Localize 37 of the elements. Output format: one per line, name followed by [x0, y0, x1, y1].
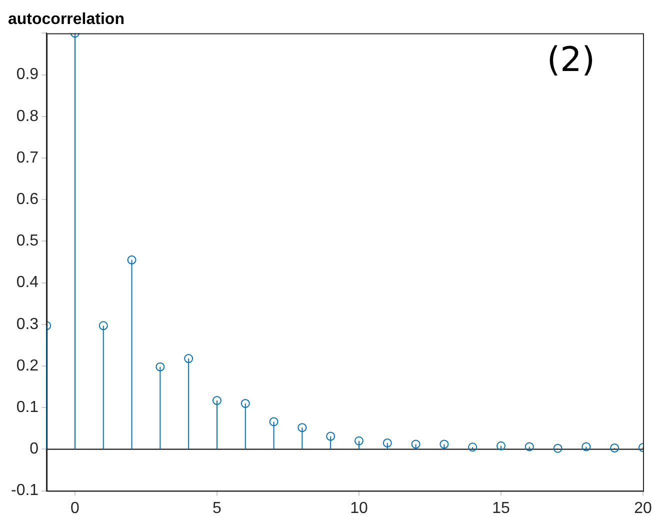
y-tick-label: -0.1: [10, 482, 39, 500]
point: [411, 440, 420, 449]
point: [582, 442, 591, 452]
x-tick-label: 15: [492, 500, 510, 517]
point: [298, 423, 307, 432]
x-tick-label: 20: [634, 500, 652, 517]
point: [553, 444, 562, 453]
point: [184, 354, 194, 364]
y-tick-label: 0.6: [16, 191, 39, 208]
point: [524, 442, 534, 452]
y-tick-label: 0.5: [16, 232, 39, 250]
point: [382, 438, 392, 448]
y-tick-label: 0.8: [16, 108, 39, 125]
point: [354, 436, 364, 446]
point: [127, 255, 136, 264]
x-tick-label: 5: [212, 500, 222, 517]
y-tick-label: 0.1: [16, 399, 39, 416]
chart-title: autocorrelation: [8, 11, 124, 28]
y-tick-label: 0.9: [16, 66, 39, 84]
point: [98, 321, 108, 330]
point: [496, 441, 506, 450]
point: [468, 442, 478, 452]
point: [440, 440, 449, 449]
point: [326, 432, 336, 441]
y-tick-label: 0.3: [16, 316, 39, 333]
point: [240, 398, 250, 408]
point: [269, 417, 278, 426]
y-tick-label: 0.7: [16, 149, 39, 166]
point: [610, 443, 620, 452]
point: [156, 362, 165, 372]
y-tick-label: 0: [30, 440, 39, 458]
x-tick-label: 10: [350, 500, 368, 517]
annotation: (2): [546, 40, 595, 80]
point: [212, 396, 222, 406]
y-tick-label: 0.4: [16, 274, 39, 292]
x-tick-label: 0: [70, 500, 80, 517]
y-tick-label: 0.2: [16, 357, 39, 374]
